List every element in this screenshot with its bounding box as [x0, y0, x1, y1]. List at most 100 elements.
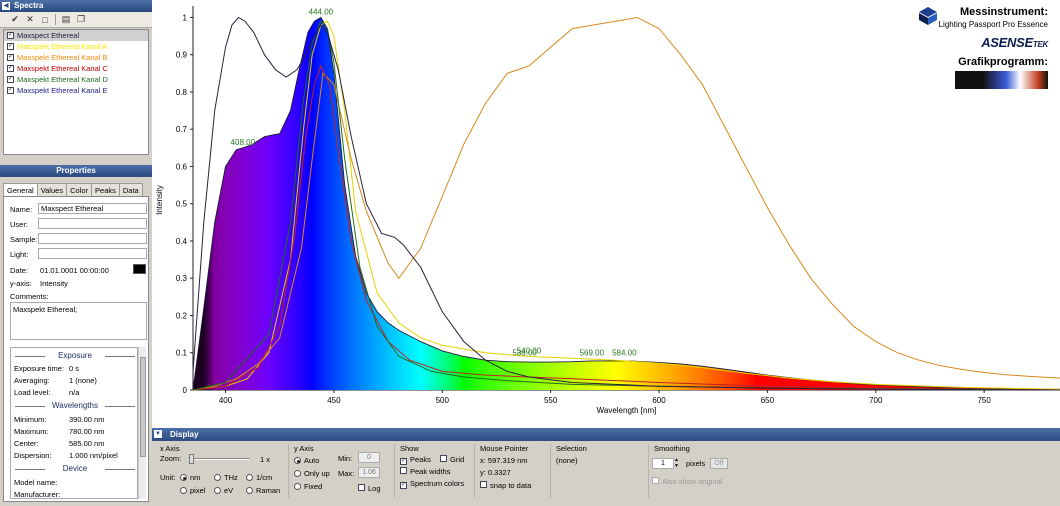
display-panel-header[interactable]: ▼ Display [152, 428, 1060, 441]
zoom-value: 1 x [260, 455, 271, 464]
chart-canvas[interactable]: 0 0.1 0.2 0.3 0.4 0.5 0.6 0.7 0.8 0.9 1 400 450 500 55… [152, 0, 1060, 428]
light-field[interactable] [38, 248, 147, 259]
pin-icon[interactable]: ✔ [11, 14, 19, 24]
y-tick-label: 0.3 [176, 274, 188, 283]
tab-color[interactable]: Color [66, 183, 93, 196]
smoothing-input[interactable]: 1 [652, 458, 674, 469]
yaxis-onlyup-radio[interactable]: Only up [294, 469, 330, 478]
exposure-section: Exposure [11, 351, 137, 360]
smoothing-off-button[interactable]: Off [710, 458, 728, 469]
radio-button[interactable] [294, 470, 301, 477]
checkbox[interactable] [358, 484, 365, 491]
radio-button[interactable] [294, 457, 301, 464]
spectrum-label: Maxspekt Ethereal Kanal B [17, 53, 108, 62]
asensetek-logo: ASENSETEK [918, 7, 1048, 50]
spectra-list: ✓ Maxspect Ethereal ✓ Maxspekt Ethereal … [3, 29, 149, 155]
checkbox[interactable] [400, 467, 407, 474]
comments-label: Comments: [10, 292, 49, 301]
unit-raman-radio[interactable]: Raman [246, 486, 280, 495]
wavelengths-title: Wavelengths [52, 401, 98, 410]
smoothing-spinner-icon[interactable]: ▲ ▼ [674, 457, 679, 469]
model-name-label: Model name: [14, 478, 58, 487]
unit-percm-radio[interactable]: 1/cm [246, 473, 272, 482]
unit-ev-radio[interactable]: eV [214, 486, 233, 495]
peak-widths-checkbox[interactable]: Peak widths [400, 467, 450, 476]
log-checkbox[interactable]: Log [358, 484, 381, 493]
spectrum-item[interactable]: ✓ Maxspekt Ethereal Kanal D [4, 74, 148, 85]
grid-label: Grid [450, 455, 465, 464]
sample-label: Sample: [10, 235, 38, 244]
radio-button[interactable] [246, 474, 253, 481]
left-sidebar: ◀ Spectra ✔ ✕ □ ▤ ❐ ✓ Maxspect Ethereal … [0, 0, 152, 506]
copy-icon[interactable]: ❐ [76, 14, 86, 24]
spectrum-item[interactable]: ✓ Maxspekt Ethereal Kanal C [4, 63, 148, 74]
spectrum-item[interactable]: ✓ Maxspekt Ethereal Kanal E [4, 85, 148, 96]
radio-button[interactable] [246, 487, 253, 494]
spectrum-checkbox[interactable]: ✓ [7, 76, 14, 83]
radio-button[interactable] [294, 483, 301, 490]
exposure-time-value: 0 s [69, 364, 80, 373]
collapse-icon[interactable]: ◀ [2, 2, 10, 10]
yaxis-max-input[interactable]: 1.06 [358, 467, 380, 478]
spectrum-item[interactable]: ✓ Maxspekt Ethereal Kanal B [4, 52, 148, 63]
tab-values[interactable]: Values [36, 183, 68, 196]
comments-field[interactable]: Maxspekt Ethereal; [10, 302, 147, 340]
user-field[interactable] [38, 218, 147, 229]
log-label: Log [368, 484, 381, 493]
radio-button[interactable] [180, 474, 187, 481]
checkbox[interactable] [440, 455, 447, 462]
scrollbar-thumb[interactable] [140, 357, 146, 457]
radio-button[interactable] [214, 474, 221, 481]
grid-checkbox[interactable]: Grid [440, 455, 464, 464]
checklist-icon[interactable]: ▤ [61, 14, 71, 24]
checkbox[interactable] [480, 481, 487, 488]
properties-scrollbar[interactable] [138, 347, 146, 499]
yaxis-fixed-radio[interactable]: Fixed [294, 482, 322, 491]
spectrum-label: Maxspekt Ethereal Kanal C [17, 64, 108, 73]
logo-main-text: ASENSE [981, 35, 1033, 50]
spectra-panel-header[interactable]: ◀ Spectra [0, 0, 152, 12]
radio-button[interactable] [214, 487, 221, 494]
zoom-slider-thumb[interactable] [189, 454, 194, 464]
delete-icon[interactable]: ✕ [26, 14, 34, 24]
unit-thz-radio[interactable]: THz [214, 473, 238, 482]
averaging-value: 1 (none) [69, 376, 97, 385]
checkbox[interactable] [652, 477, 659, 484]
collapse-icon[interactable]: ▼ [154, 430, 162, 438]
sample-field[interactable] [38, 233, 147, 244]
yaxis-min-input[interactable]: 0 [358, 452, 380, 463]
peak-label: 569.00 [580, 348, 605, 357]
spectrum-checkbox[interactable]: ✓ [7, 54, 14, 61]
spectrum-checkbox[interactable]: ✓ [7, 32, 14, 39]
checkbox[interactable]: ✓ [400, 482, 407, 489]
name-field[interactable]: Maxspect Ethereal [38, 203, 147, 214]
snap-checkbox[interactable]: snap to data [480, 481, 531, 490]
spectrum-item[interactable]: ✓ Maxspect Ethereal [4, 30, 148, 41]
spectrum-checkbox[interactable]: ✓ [7, 65, 14, 72]
spectrum-chart[interactable]: 0 0.1 0.2 0.3 0.4 0.5 0.6 0.7 0.8 0.9 1 400 450 500 55… [152, 0, 1060, 428]
checkbox[interactable]: ✓ [400, 458, 407, 465]
spectrum-item[interactable]: ✓ Maxspekt Ethereal Kanal A [4, 41, 148, 52]
radio-button[interactable] [180, 487, 187, 494]
selection-title: Selection [556, 444, 587, 453]
tab-general[interactable]: General [3, 183, 38, 196]
spectra-panel-title: Spectra [14, 1, 44, 10]
section-divider [105, 406, 135, 407]
peaks-checkbox[interactable]: ✓ Peaks [400, 455, 431, 465]
tab-data[interactable]: Data [118, 183, 143, 196]
also-show-original-checkbox[interactable]: Also show original [652, 477, 722, 486]
y-tick-label: 0.8 [176, 88, 188, 97]
color-swatch[interactable] [133, 264, 146, 274]
new-document-icon[interactable]: □ [42, 14, 48, 25]
unit-nm-radio[interactable]: nm [180, 473, 200, 482]
zoom-slider[interactable] [188, 458, 250, 460]
spectrum-checkbox[interactable]: ✓ [7, 43, 14, 50]
yaxis-label: y-axis: [10, 279, 32, 288]
unit-option-label: Raman [256, 486, 281, 495]
unit-pixel-radio[interactable]: pixel [180, 486, 205, 495]
yaxis-auto-radio[interactable]: Auto [294, 456, 319, 465]
spectrum-checkbox[interactable]: ✓ [7, 87, 14, 94]
spectrum-colors-checkbox[interactable]: ✓ Spectrum colors [400, 479, 464, 489]
display-panel: ▼ Display x Axis Zoom: 1 x Unit: nm THz … [152, 428, 1060, 506]
tab-peaks[interactable]: Peaks [91, 183, 120, 196]
